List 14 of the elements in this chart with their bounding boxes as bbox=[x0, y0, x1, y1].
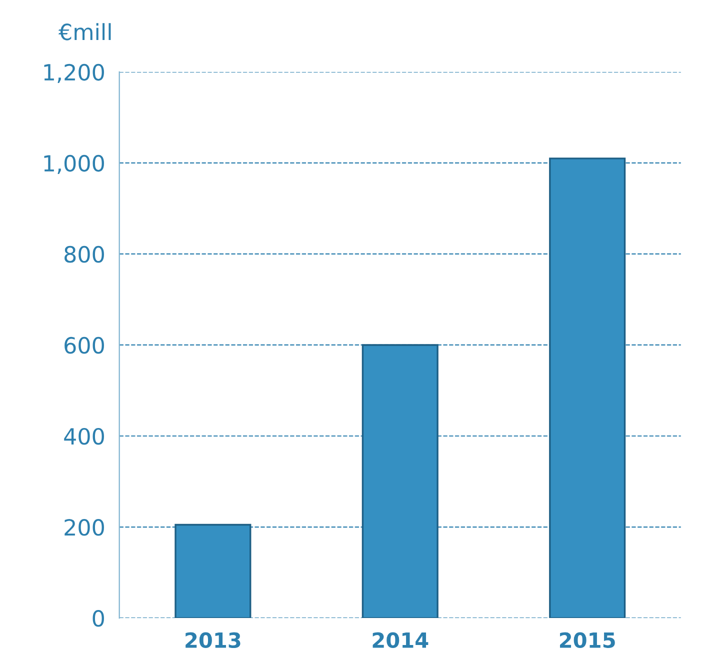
y-tick-label: 0 bbox=[92, 610, 104, 627]
x-tick-label: 2015 bbox=[560, 632, 615, 648]
y-axis-title: €mill bbox=[58, 23, 111, 40]
y-tick-label: 1,000 bbox=[44, 154, 104, 174]
bar bbox=[362, 344, 438, 618]
y-tick-label: 200 bbox=[64, 518, 104, 536]
y-tick-label: 600 bbox=[64, 336, 104, 354]
y-tick-label: 1,200 bbox=[44, 64, 104, 83]
y-tick-label: 400 bbox=[64, 428, 104, 445]
x-tick-label: 2014 bbox=[372, 632, 428, 648]
x-tick-label: 2013 bbox=[186, 632, 240, 648]
bar bbox=[549, 158, 626, 618]
y-tick-label: 800 bbox=[64, 246, 104, 263]
bar bbox=[174, 524, 252, 618]
